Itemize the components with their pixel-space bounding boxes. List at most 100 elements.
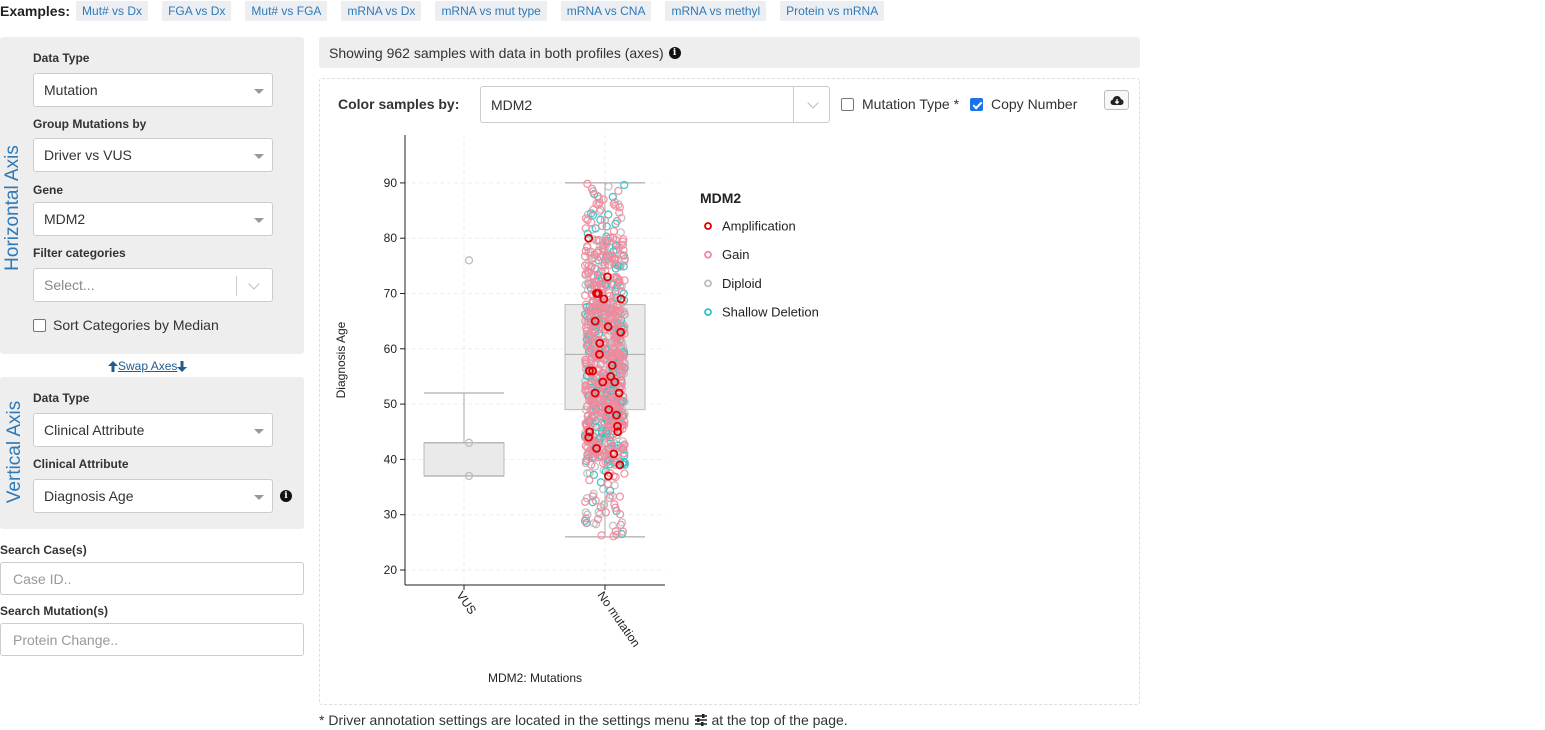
example-chip[interactable]: mRNA vs methyl: [665, 1, 767, 21]
data-point: [588, 187, 598, 196]
data-point: [581, 323, 591, 332]
data-point-amplification: [588, 366, 598, 376]
caret-down-icon: [254, 218, 264, 223]
example-chip[interactable]: mRNA vs mut type: [435, 1, 547, 21]
data-point-amplification: [595, 349, 604, 359]
data-point: [607, 441, 617, 450]
data-point: [599, 369, 608, 379]
data-point-amplification: [604, 405, 614, 415]
download-button[interactable]: [1104, 90, 1129, 110]
data-point: [603, 281, 612, 290]
legend-marker: [704, 279, 712, 288]
examples-label: Examples:: [0, 3, 71, 19]
data-point-amplification: [590, 316, 600, 326]
chart-legend: MDM2 Amplification Gain Diploid Shallow Dele…: [700, 190, 819, 320]
y-tick-label: 90: [384, 176, 398, 190]
data-point: [587, 398, 596, 407]
example-chip[interactable]: Mut# vs Dx: [76, 1, 149, 21]
horizontal-data-type-select[interactable]: Mutation: [33, 73, 273, 107]
data-point: [618, 527, 628, 536]
data-point: [604, 182, 613, 191]
data-point-amplification: [613, 427, 623, 437]
data-point-amplification: [616, 294, 626, 304]
data-point: [583, 215, 592, 225]
data-point: [464, 438, 474, 447]
legend-marker: [704, 308, 712, 316]
data-type-label: Data Type: [33, 391, 90, 405]
info-circle-icon[interactable]: i: [668, 46, 681, 59]
data-point: [620, 310, 629, 319]
gene-label: Gene: [33, 183, 64, 197]
data-point: [593, 515, 603, 524]
data-point: [616, 520, 625, 529]
example-chip[interactable]: Protein vs mRNA: [780, 1, 885, 21]
horizontal-axis-panel: Horizontal Axis Data Type Mutation Group…: [0, 37, 304, 354]
y-tick-label: 80: [384, 231, 398, 245]
data-point: [590, 325, 599, 334]
search-mutations-input[interactable]: Protein Change..: [0, 623, 304, 656]
data-point-amplification: [615, 460, 625, 470]
data-point: [592, 236, 601, 245]
example-chip[interactable]: Mut# vs FGA: [245, 1, 328, 21]
chevron-down-icon: [807, 97, 819, 109]
data-point-amplification: [616, 327, 626, 337]
search-mutations-label: Search Mutation(s): [0, 604, 109, 618]
info-circle-icon[interactable]: i: [280, 490, 292, 502]
data-point: [593, 439, 603, 448]
data-point-amplification: [603, 471, 613, 481]
data-point: [611, 236, 620, 245]
sort-by-median-checkbox[interactable]: [33, 319, 46, 332]
data-point: [590, 462, 600, 471]
x-tick-label: No mutation: [595, 589, 644, 650]
data-point-amplification: [610, 377, 620, 387]
chevron-down-icon: [248, 278, 260, 290]
data-point: [581, 246, 590, 256]
data-point: [609, 429, 618, 439]
data-point-amplification: [592, 443, 601, 453]
box-plot-chart: 20 30 40 50 60 70 80 90 VUS No mutation Diagnosis…: [334, 135, 665, 685]
data-point: [603, 234, 613, 243]
mutation-type-checkbox[interactable]: [841, 98, 854, 111]
clinical-attribute-select[interactable]: Diagnosis Age: [33, 479, 273, 513]
copy-number-checkbox[interactable]: [970, 98, 983, 111]
data-point: [591, 421, 600, 430]
data-point: [581, 355, 590, 365]
swap-axes-label: Swap Axes: [118, 359, 178, 373]
gene-select[interactable]: MDM2: [33, 202, 273, 236]
group-mutations-label: Group Mutations by: [33, 117, 147, 131]
sliders-icon[interactable]: [694, 714, 708, 726]
data-point-amplification: [584, 432, 594, 442]
data-point: [581, 214, 591, 223]
color-samples-select[interactable]: MDM2: [480, 86, 830, 123]
data-point: [615, 208, 624, 217]
legend-marker: [704, 250, 712, 259]
example-chip[interactable]: mRNA vs Dx: [341, 1, 422, 21]
data-point: [605, 493, 614, 503]
data-point: [619, 443, 628, 452]
example-chip[interactable]: FGA vs Dx: [162, 1, 232, 21]
data-point: [620, 417, 629, 427]
data-point: [615, 278, 624, 287]
example-chip[interactable]: mRNA vs CNA: [560, 1, 652, 21]
cloud-download-icon: [1110, 95, 1123, 105]
data-point-amplification: [603, 272, 612, 282]
swap-axes-link[interactable]: Swap Axes: [108, 359, 188, 373]
data-point: [611, 254, 620, 264]
group-mutations-select[interactable]: Driver vs VUS: [33, 138, 273, 172]
input-placeholder: Case ID..: [13, 570, 72, 587]
data-point: [605, 388, 615, 397]
data-point-amplification: [614, 388, 624, 398]
vertical-data-type-select[interactable]: Clinical Attribute: [33, 413, 273, 447]
filter-categories-select[interactable]: Select...: [33, 268, 273, 302]
data-point: [614, 351, 624, 360]
search-cases-input[interactable]: Case ID..: [0, 562, 304, 595]
data-point: [587, 395, 596, 404]
footnote-text: * Driver annotation settings are located…: [319, 712, 690, 728]
data-point: [609, 318, 618, 327]
data-point-amplification: [584, 233, 594, 243]
data-point: [589, 470, 599, 480]
x-tick-label: VUS: [454, 589, 480, 617]
y-tick-label: 50: [384, 397, 398, 411]
data-point: [581, 269, 590, 279]
data-point: [609, 227, 619, 236]
